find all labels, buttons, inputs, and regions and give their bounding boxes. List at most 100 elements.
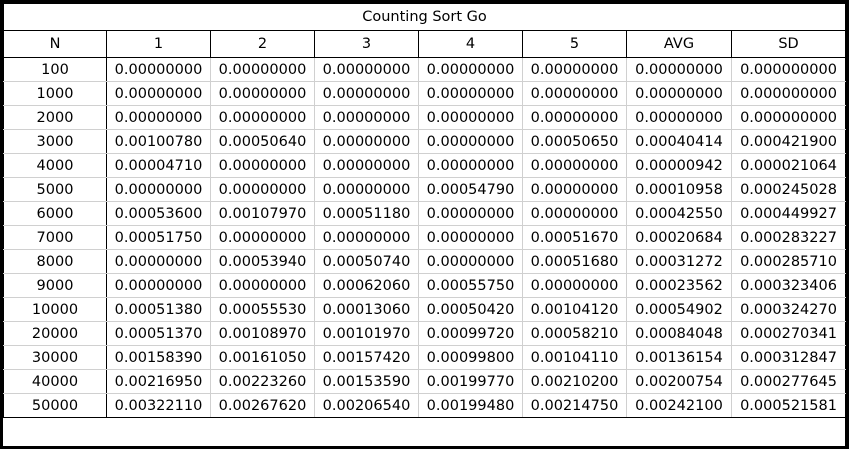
table-row: 50000 0.00322110 0.00267620 0.00206540 0.001… (3, 393, 847, 418)
value-cell: 0.00000000 (418, 153, 523, 178)
n-cell: 8000 (3, 249, 107, 274)
value-cell: 0.00104120 (522, 297, 627, 322)
value-cell: 0.00158390 (106, 345, 211, 370)
results-table: Counting Sort Go N 1 2 3 4 5 AVG SD 100 0.000000… (2, 3, 847, 418)
sd-cell: 0.000285710 (730, 249, 847, 274)
table-row: 2000 0.00000000 0.00000000 0.00000000 0.0000… (3, 105, 847, 130)
table-row: 30000 0.00158390 0.00161050 0.00157420 0.000… (3, 345, 847, 370)
value-cell: 0.00000000 (314, 81, 419, 106)
table-title: Counting Sort Go (2, 3, 847, 31)
table-row: 20000 0.00051370 0.00108970 0.00101970 0.000… (3, 321, 847, 346)
value-cell: 0.00010958 (626, 177, 732, 202)
sd-cell: 0.000000000 (730, 81, 847, 106)
value-cell: 0.00000000 (210, 153, 315, 178)
value-cell: 0.00000000 (210, 177, 315, 202)
table-row: 40000 0.00216950 0.00223260 0.00153590 0.001… (3, 369, 847, 394)
table-row: 9000 0.00000000 0.00000000 0.00062060 0.0005… (3, 273, 847, 298)
value-cell: 0.00000000 (210, 273, 315, 298)
value-cell: 0.00153590 (314, 369, 419, 394)
sd-cell: 0.000421900 (730, 129, 847, 154)
sd-cell: 0.000449927 (730, 201, 847, 226)
column-header: N (3, 30, 107, 58)
value-cell: 0.00322110 (106, 393, 211, 418)
table-row: 100 0.00000000 0.00000000 0.00000000 0.00000… (3, 57, 847, 82)
column-header: SD (730, 30, 847, 58)
value-cell: 0.00051370 (106, 321, 211, 346)
value-cell: 0.00000000 (314, 129, 419, 154)
n-cell: 5000 (3, 177, 107, 202)
value-cell: 0.00000000 (106, 57, 211, 82)
value-cell: 0.00054902 (626, 297, 732, 322)
n-cell: 100 (3, 57, 107, 82)
value-cell: 0.00242100 (626, 393, 732, 418)
header-row: N 1 2 3 4 5 AVG SD (3, 30, 847, 58)
sd-cell: 0.000323406 (730, 273, 847, 298)
value-cell: 0.00108970 (210, 321, 315, 346)
sd-cell: 0.000000000 (730, 105, 847, 130)
table-row: 4000 0.00004710 0.00000000 0.00000000 0.0000… (3, 153, 847, 178)
column-header: 2 (210, 30, 315, 58)
table-row: 10000 0.00051380 0.00055530 0.00013060 0.000… (3, 297, 847, 322)
value-cell: 0.00000000 (522, 81, 627, 106)
value-cell: 0.00000000 (210, 57, 315, 82)
value-cell: 0.00051750 (106, 225, 211, 250)
value-cell: 0.00199480 (418, 393, 523, 418)
value-cell: 0.00000942 (626, 153, 732, 178)
value-cell: 0.00000000 (418, 129, 523, 154)
n-cell: 20000 (3, 321, 107, 346)
value-cell: 0.00000000 (522, 201, 627, 226)
value-cell: 0.00214750 (522, 393, 627, 418)
sd-cell: 0.000270341 (730, 321, 847, 346)
value-cell: 0.00100780 (106, 129, 211, 154)
value-cell: 0.00051680 (522, 249, 627, 274)
n-cell: 9000 (3, 273, 107, 298)
value-cell: 0.00099800 (418, 345, 523, 370)
value-cell: 0.00000000 (210, 105, 315, 130)
value-cell: 0.00000000 (522, 177, 627, 202)
sd-cell: 0.000312847 (730, 345, 847, 370)
n-cell: 3000 (3, 129, 107, 154)
value-cell: 0.00000000 (522, 105, 627, 130)
n-cell: 50000 (3, 393, 107, 418)
table-row: 3000 0.00100780 0.00050640 0.00000000 0.0000… (3, 129, 847, 154)
value-cell: 0.00206540 (314, 393, 419, 418)
value-cell: 0.00004710 (106, 153, 211, 178)
value-cell: 0.00040414 (626, 129, 732, 154)
value-cell: 0.00136154 (626, 345, 732, 370)
sd-cell: 0.000000000 (730, 57, 847, 82)
value-cell: 0.00000000 (418, 81, 523, 106)
table-row: 6000 0.00053600 0.00107970 0.00051180 0.0000… (3, 201, 847, 226)
column-header: 5 (522, 30, 627, 58)
value-cell: 0.00020684 (626, 225, 732, 250)
value-cell: 0.00084048 (626, 321, 732, 346)
value-cell: 0.00051380 (106, 297, 211, 322)
value-cell: 0.00107970 (210, 201, 315, 226)
sd-cell: 0.000521581 (730, 393, 847, 418)
table-row: 7000 0.00051750 0.00000000 0.00000000 0.0000… (3, 225, 847, 250)
value-cell: 0.00000000 (626, 105, 732, 130)
value-cell: 0.00000000 (314, 57, 419, 82)
value-cell: 0.00053940 (210, 249, 315, 274)
value-cell: 0.00000000 (314, 177, 419, 202)
value-cell: 0.00013060 (314, 297, 419, 322)
value-cell: 0.00000000 (418, 249, 523, 274)
value-cell: 0.00000000 (522, 57, 627, 82)
value-cell: 0.00000000 (106, 105, 211, 130)
value-cell: 0.00000000 (522, 273, 627, 298)
value-cell: 0.00216950 (106, 369, 211, 394)
value-cell: 0.00000000 (210, 225, 315, 250)
column-header: 4 (418, 30, 523, 58)
spreadsheet-frame: Counting Sort Go N 1 2 3 4 5 AVG SD 100 0.000000… (2, 3, 847, 446)
value-cell: 0.00199770 (418, 369, 523, 394)
value-cell: 0.00000000 (106, 273, 211, 298)
sd-cell: 0.000021064 (730, 153, 847, 178)
value-cell: 0.00101970 (314, 321, 419, 346)
sd-cell: 0.000245028 (730, 177, 847, 202)
value-cell: 0.00161050 (210, 345, 315, 370)
value-cell: 0.00051670 (522, 225, 627, 250)
value-cell: 0.00023562 (626, 273, 732, 298)
value-cell: 0.00058210 (522, 321, 627, 346)
value-cell: 0.00157420 (314, 345, 419, 370)
value-cell: 0.00054790 (418, 177, 523, 202)
value-cell: 0.00050640 (210, 129, 315, 154)
